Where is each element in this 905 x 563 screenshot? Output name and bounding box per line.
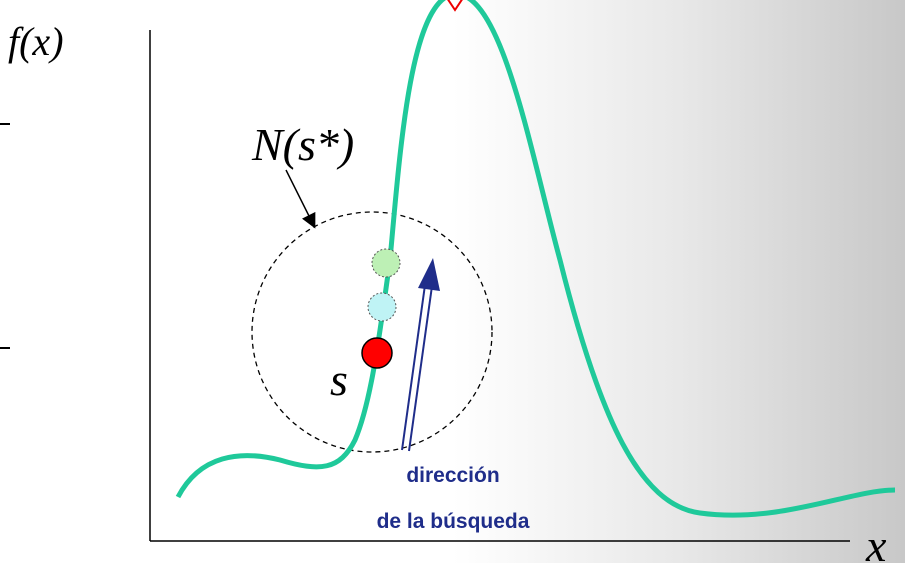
direction-label: dirección (406, 464, 499, 487)
direction-label: de la búsqueda (377, 510, 530, 533)
solution-label: s (330, 354, 348, 405)
diagram: f(x) N(s*) s x dirección de la búsqueda (0, 0, 905, 563)
x-axis-label: x (865, 520, 887, 563)
neighborhood-label: N(s*) (251, 119, 354, 170)
neighbor-point (368, 293, 396, 321)
page: f(x) N(s*) s x dirección de la búsqueda … (0, 0, 905, 563)
current-point (362, 338, 392, 368)
y-axis-label: f(x) (8, 19, 64, 64)
neighbor-point (372, 249, 400, 277)
